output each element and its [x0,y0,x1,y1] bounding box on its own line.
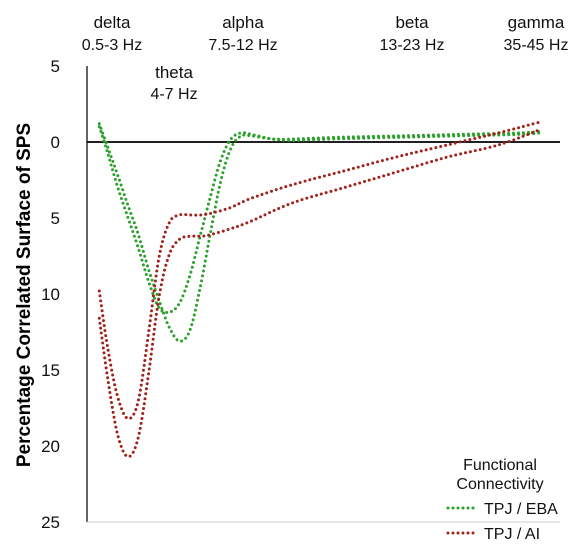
band-theta-name: theta [155,63,193,82]
series-line-tpj-eba-2 [97,125,541,315]
series-line-tpj-eba-1 [97,122,541,343]
series-line-tpj-ai-2 [97,128,541,459]
band-beta-name: beta [395,13,429,32]
y-tick-label: 5 [51,209,60,228]
legend-title-line1: Functional [463,457,537,474]
band-alpha-range: 7.5-12 Hz [208,37,277,54]
y-tick-label: 15 [41,361,60,380]
y-tick-label: 20 [41,437,60,456]
band-delta-name: delta [94,13,131,32]
y-axis-title: Percentage Correlated Surface of SPS [14,123,35,467]
band-delta-range: 0.5-3 Hz [82,37,142,54]
band-gamma-name: gamma [508,13,565,32]
legend-title-line2: Connectivity [456,476,543,493]
y-tick-label: 10 [41,285,60,304]
band-alpha-name: alpha [222,13,264,32]
band-gamma-range: 35-45 Hz [504,37,569,54]
series-group [97,120,541,459]
y-tick-labels: 5 0 5 10 15 20 25 [41,57,60,532]
y-tick-label: 0 [51,133,60,152]
band-theta-range: 4-7 Hz [150,86,197,103]
band-beta-range: 13-23 Hz [380,37,445,54]
y-tick-label: 5 [51,57,60,76]
legend-label-tpj-ai: TPJ / AI [484,526,540,543]
legend-label-tpj-eba: TPJ / EBA [484,501,558,518]
legend: Functional Connectivity TPJ / EBA TPJ / … [446,457,558,543]
y-tick-label: 25 [41,513,60,532]
